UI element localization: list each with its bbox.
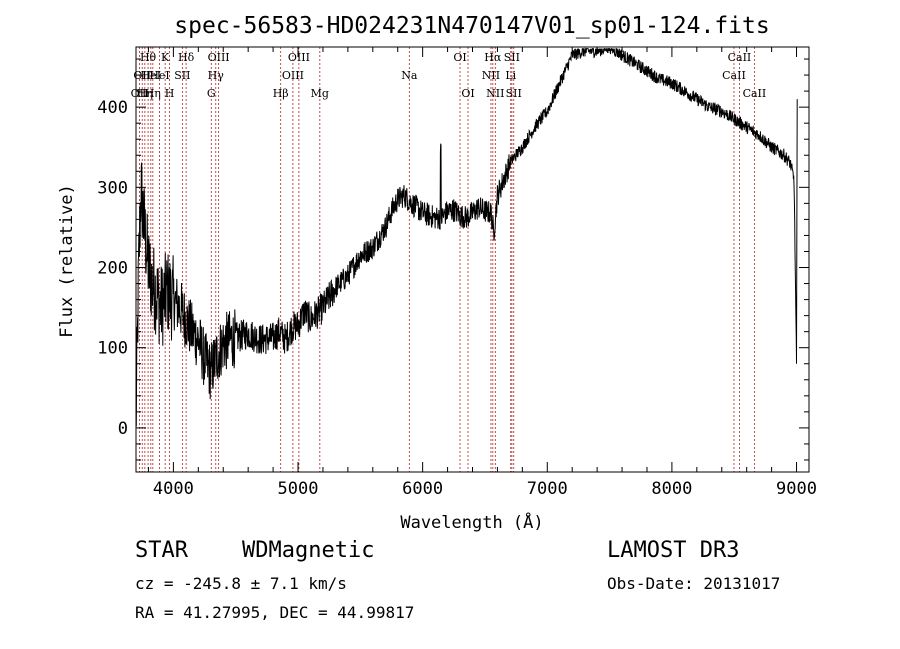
y-tick-label-1: 100 [97,339,128,359]
x-tick-label-5: 9000 [776,479,817,499]
x-tick-label-0: 4000 [153,479,194,499]
line-label-6: HeI [149,69,169,82]
y-axis-label: Flux (relative) [57,184,77,338]
y-axis-ticks: 0 100 200 300 400 [97,58,809,461]
line-label-15: OIII [282,69,304,82]
line-label-10: Hδ [178,51,195,64]
line-label-29: CaII [743,87,767,100]
line-label-3: Hθ [140,51,157,64]
line-label-7: K [161,51,170,64]
spectrum-line [135,47,798,427]
line-label-27: CaII [722,69,746,82]
y-tick-label-3: 300 [97,178,128,198]
line-label-12: Hγ [208,69,225,82]
line-label-23: NII [486,87,504,100]
line-label-9: SII [174,69,190,82]
x-axis-label: Wavelength (Å) [400,511,543,533]
object-subclass: WDMagnetic [242,538,375,563]
x-tick-label-1: 5000 [278,479,319,499]
line-label-16: OIII [288,51,310,64]
spectral-line-labels: OIIOIIHηHθHeIHηHeIKHSIIHδGHγOIIIHβOIIIOI… [131,51,767,100]
line-label-18: Na [401,69,418,82]
line-label-20: OI [461,87,474,100]
y-tick-label-2: 200 [97,259,128,279]
line-label-24: Li [505,69,516,82]
line-label-11: G [207,87,216,100]
coordinates: RA = 41.27995, DEC = 44.99817 [135,603,415,622]
redshift-velocity: cz = -245.8 ± 7.1 km/s [135,574,347,593]
line-label-8: H [165,87,175,100]
object-class: STAR [135,538,188,563]
y-tick-label-0: 0 [118,419,128,439]
survey-name: LAMOST DR3 [607,538,740,563]
line-label-25: SII [504,51,520,64]
spectral-line-markers [139,47,755,472]
line-label-17: Mg [311,87,329,100]
line-label-19: OI [453,51,466,64]
line-label-13: OIII [208,51,230,64]
line-label-1: OII [133,69,151,82]
line-label-0: OII [131,87,149,100]
y-tick-label-4: 400 [97,98,128,118]
line-label-14: Hβ [273,87,289,100]
x-tick-label-2: 6000 [402,479,443,499]
line-label-21: NII [482,69,500,82]
line-label-26: SII [506,87,522,100]
observation-date: Obs-Date: 20131017 [607,574,781,593]
line-label-28: CaII [728,51,752,64]
x-axis-ticks: 4000 5000 6000 7000 8000 9000 [147,47,817,499]
x-tick-label-4: 8000 [651,479,692,499]
chart-title: spec-56583-HD024231N470147V01_sp01-124.f… [174,13,769,39]
line-label-2: Hη [137,87,153,100]
line-label-22: Hα [484,51,502,64]
line-label-5: Hη [145,87,161,100]
line-label-4: HeI [141,69,161,82]
x-tick-label-3: 7000 [527,479,568,499]
